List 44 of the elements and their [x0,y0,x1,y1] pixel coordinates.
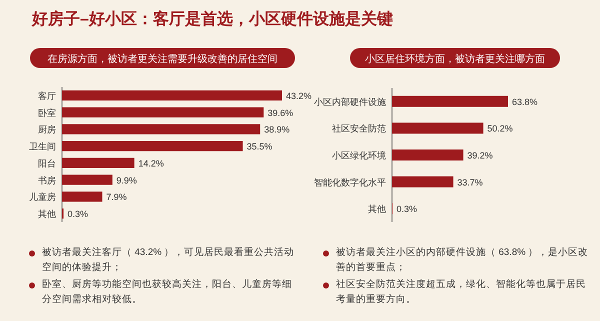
bar [62,90,282,100]
chart-title: 小区居住环境方面，被访者更关注哪方面 [365,53,545,65]
data-label: 14.2% [138,158,164,168]
data-label: 0.3% [396,204,418,214]
text: 好房子–好小区：客厅是首选，小区硬件设施是关键 [31,9,393,28]
y-tick-label: 小区绿化环境 [332,150,386,160]
text: 被访者最关注客厅（ 43.2% ），可见居民最看重公共活动空间的体验提升； [42,246,296,275]
bar [62,192,102,202]
data-label: 43.2% [286,90,312,101]
bar [392,150,464,160]
bar [62,158,134,168]
text: 被访者最关注小区的内部硬件设施（ 63.8% ），是小区改善的首要重点； [336,246,590,275]
data-label: 39.2% [467,150,493,160]
y-tick-label: 小区内部硬件设施 [314,96,386,107]
data-label: 38.9% [264,124,290,135]
bar [62,107,264,118]
bar [392,122,484,134]
y-tick-label: 卧室 [38,108,56,118]
text: 社区安全防范关注度超五成，绿化、智能化等也属于居民考量的重要方向。 [336,278,587,307]
data-label: 7.9% [106,192,127,202]
data-label: 39.6% [268,108,294,118]
y-tick-label: 客厅 [38,90,56,101]
bar [392,176,454,188]
chart-title: 在房源方面，被访者更关注需要升级改善的居住空间 [48,53,278,65]
y-tick-label: 其他 [368,204,386,214]
y-tick-label: 其他 [38,209,56,220]
y-tick-label: 儿童房 [29,192,56,202]
data-label: 0.3% [68,209,88,220]
data-label: 50.2% [487,124,513,134]
y-tick-label: 卫生间 [29,142,56,152]
data-label: 63.8% [512,96,538,107]
bar [62,124,260,134]
y-tick-label: 厨房 [38,124,56,135]
y-tick-label: 智能化数字化水平 [314,177,386,188]
y-tick-label: 社区安全防范 [332,124,386,134]
y-tick-label: 书房 [38,175,56,186]
bar [62,141,243,152]
bar [62,174,112,185]
data-label: 35.5% [246,142,272,152]
bar [392,96,508,107]
y-tick-label: 阳台 [38,158,56,168]
text: 卧室、厨房等功能空间也获较高关注，阳台、儿童房等细分空间需求相对较低。 [42,278,293,307]
data-label: 33.7% [457,177,483,188]
data-label: 9.9% [116,175,137,186]
